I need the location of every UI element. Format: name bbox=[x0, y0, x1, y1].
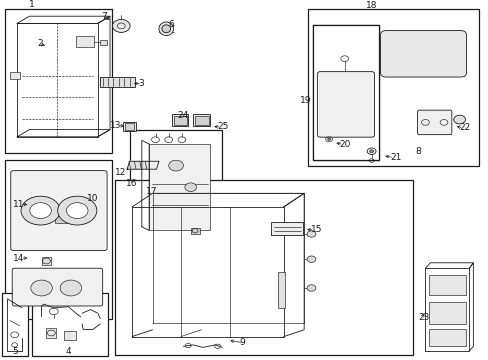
Bar bbox=[428, 302, 465, 324]
Text: 22: 22 bbox=[459, 123, 470, 132]
Bar bbox=[312, 25, 378, 160]
Bar bbox=[46, 328, 56, 338]
Text: 23: 23 bbox=[417, 313, 428, 322]
Text: 18: 18 bbox=[365, 1, 377, 10]
Bar bbox=[325, 95, 343, 102]
Bar bbox=[5, 9, 112, 153]
Bar bbox=[2, 293, 28, 356]
Bar bbox=[325, 119, 343, 126]
Text: 13: 13 bbox=[109, 121, 121, 130]
Text: 9: 9 bbox=[239, 338, 245, 347]
Text: 12: 12 bbox=[115, 168, 126, 177]
Text: 25: 25 bbox=[217, 122, 228, 131]
Circle shape bbox=[168, 160, 183, 171]
Bar bbox=[194, 116, 208, 125]
FancyBboxPatch shape bbox=[283, 288, 298, 296]
Bar bbox=[129, 130, 222, 241]
Bar bbox=[172, 114, 188, 126]
Circle shape bbox=[327, 138, 330, 140]
Text: 17: 17 bbox=[145, 187, 157, 196]
Text: 19: 19 bbox=[299, 96, 310, 105]
FancyBboxPatch shape bbox=[12, 268, 102, 306]
Text: 8: 8 bbox=[415, 147, 421, 156]
Circle shape bbox=[184, 183, 196, 192]
Circle shape bbox=[453, 115, 465, 124]
Bar bbox=[5, 160, 112, 319]
Circle shape bbox=[112, 19, 130, 32]
Text: 1: 1 bbox=[29, 0, 35, 9]
Bar bbox=[10, 72, 20, 79]
Bar bbox=[190, 228, 199, 234]
Polygon shape bbox=[127, 161, 159, 169]
Ellipse shape bbox=[159, 22, 173, 36]
Bar bbox=[149, 144, 210, 230]
Circle shape bbox=[306, 231, 315, 237]
Text: 16: 16 bbox=[126, 179, 138, 188]
Text: 5: 5 bbox=[13, 346, 19, 356]
Text: 7: 7 bbox=[101, 12, 106, 21]
FancyBboxPatch shape bbox=[380, 31, 466, 77]
Bar bbox=[307, 9, 478, 166]
Text: 20: 20 bbox=[339, 140, 350, 149]
Bar bbox=[325, 107, 343, 114]
Bar bbox=[55, 216, 67, 223]
Bar bbox=[277, 272, 284, 308]
Text: 14: 14 bbox=[13, 253, 24, 263]
Bar bbox=[76, 36, 94, 47]
Bar bbox=[325, 83, 343, 90]
Bar bbox=[100, 40, 106, 45]
Bar bbox=[346, 104, 364, 113]
Circle shape bbox=[31, 280, 52, 296]
Ellipse shape bbox=[162, 25, 170, 33]
Bar bbox=[173, 116, 186, 125]
Text: 15: 15 bbox=[310, 225, 322, 234]
Circle shape bbox=[30, 203, 51, 219]
Text: 3: 3 bbox=[138, 79, 143, 88]
Bar bbox=[124, 123, 134, 130]
Text: 4: 4 bbox=[65, 346, 71, 356]
Text: 11: 11 bbox=[13, 200, 24, 209]
Bar bbox=[63, 331, 76, 340]
Text: 21: 21 bbox=[389, 153, 401, 162]
Bar bbox=[32, 293, 107, 356]
Bar bbox=[100, 77, 135, 87]
Bar bbox=[312, 25, 378, 160]
FancyBboxPatch shape bbox=[317, 72, 374, 137]
FancyBboxPatch shape bbox=[11, 171, 107, 251]
Bar bbox=[123, 122, 136, 131]
Bar bbox=[115, 180, 412, 355]
Circle shape bbox=[66, 203, 88, 219]
Text: 6: 6 bbox=[168, 20, 174, 29]
Circle shape bbox=[306, 285, 315, 291]
Circle shape bbox=[60, 280, 81, 296]
Bar bbox=[193, 114, 210, 126]
FancyBboxPatch shape bbox=[417, 110, 451, 135]
Bar bbox=[428, 329, 465, 346]
Circle shape bbox=[58, 196, 97, 225]
Bar bbox=[41, 257, 51, 265]
FancyBboxPatch shape bbox=[283, 270, 298, 278]
Bar bbox=[271, 222, 303, 235]
Circle shape bbox=[369, 150, 373, 153]
Text: 2: 2 bbox=[37, 40, 43, 49]
Circle shape bbox=[21, 196, 60, 225]
Text: 24: 24 bbox=[177, 111, 189, 120]
Circle shape bbox=[306, 256, 315, 262]
Bar bbox=[428, 275, 465, 295]
Text: 10: 10 bbox=[87, 194, 99, 203]
